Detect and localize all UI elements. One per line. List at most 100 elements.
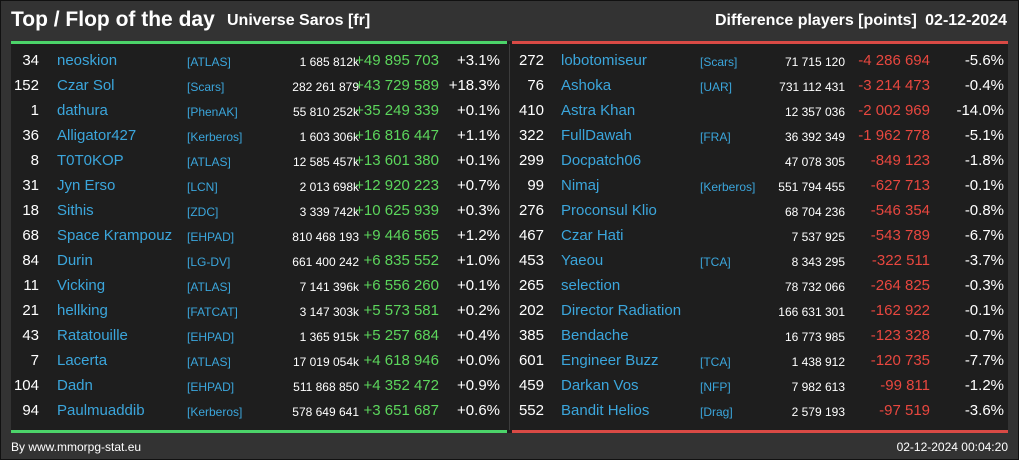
player-name-link[interactable]: dathura — [57, 102, 108, 119]
column-divider — [509, 44, 510, 430]
alliance-tag-link[interactable]: [TCA] — [700, 255, 731, 269]
alliance-tag-link[interactable]: [PhenAK] — [187, 105, 238, 119]
player-points: 2 579 193 — [791, 405, 845, 419]
player-name-link[interactable]: Lacerta — [57, 352, 108, 369]
flop-row: 76 Ashoka [UAR] 731 112 431 -3 214 473 -0.4% — [512, 73, 1009, 98]
player-name-link[interactable]: Bendache — [561, 327, 629, 344]
difference-label: Difference players [points] — [715, 12, 917, 29]
alliance-tag-link[interactable]: [FRA] — [700, 130, 731, 144]
top-row: 18 Sithis [ZDC] 3 339 742k +10 625 939 +0.3% — [11, 198, 508, 223]
player-points: 731 112 431 — [779, 80, 845, 94]
percent-change: -5.6% — [964, 52, 1004, 69]
alliance-tag-link[interactable]: [Kerberos] — [187, 405, 243, 419]
top-row: 1 dathura [PhenAK] 55 810 252k +35 249 339 +0… — [11, 98, 508, 123]
points-difference: -264 825 — [870, 277, 930, 294]
top-row: 8 T0T0KOP [ATLAS] 12 585 457k +13 601 380 +0.… — [11, 148, 508, 173]
player-name-link[interactable]: Alligator427 — [57, 127, 137, 144]
flop-list: 272 lobotomiseur [Scars] 71 715 120 -4 286 6… — [512, 48, 1009, 423]
alliance-tag-link[interactable]: [ATLAS] — [187, 280, 231, 294]
player-name-link[interactable]: Astra Khan — [561, 102, 636, 119]
player-rank: 385 — [518, 327, 544, 344]
player-name-link[interactable]: T0T0KOP — [57, 152, 124, 169]
player-name-link[interactable]: Sithis — [57, 202, 94, 219]
player-name-link[interactable]: Vicking — [57, 277, 106, 294]
player-points: 2 013 698k — [299, 180, 359, 194]
player-name-link[interactable]: Darkan Vos — [561, 377, 639, 394]
alliance-tag-link[interactable]: [LG-DV] — [187, 255, 231, 269]
player-name-link[interactable]: Director Radiation — [561, 302, 682, 319]
player-name-link[interactable]: Nimaj — [561, 177, 600, 194]
player-rank: 467 — [518, 227, 544, 244]
alliance-tag-link[interactable]: [EHPAD] — [187, 380, 235, 394]
top-row: 7 Lacerta [ATLAS] 17 019 054k +4 618 946 +0.0… — [11, 348, 508, 373]
alliance-tag-link[interactable]: [NFP] — [700, 380, 731, 394]
points-difference: -546 354 — [870, 202, 930, 219]
player-name-link[interactable]: Ratatouille — [57, 327, 128, 344]
alliance-tag-link[interactable]: [EHPAD] — [187, 330, 235, 344]
points-difference: -123 328 — [870, 327, 930, 344]
player-rank: 11 — [23, 277, 39, 294]
alliance-tag-link[interactable]: [FATCAT] — [187, 305, 238, 319]
footer: By www.mmorpg-stat.eu 02-12-2024 00:04:2… — [1, 437, 1018, 459]
player-name-link[interactable]: Ashoka — [561, 77, 612, 94]
player-name-link[interactable]: Yaeou — [561, 252, 604, 269]
points-difference: +10 625 939 — [355, 202, 439, 219]
player-name-link[interactable]: Docpatch06 — [561, 152, 642, 169]
alliance-tag-link[interactable]: [Kerberos] — [700, 180, 756, 194]
alliance-tag-link[interactable]: [ATLAS] — [187, 55, 231, 69]
top-row: 31 Jyn Erso [LCN] 2 013 698k +12 920 223 +0.7… — [11, 173, 508, 198]
player-points: 551 794 455 — [778, 180, 845, 194]
alliance-tag-link[interactable]: [EHPAD] — [187, 230, 235, 244]
flop-row: 459 Darkan Vos [NFP] 7 982 613 -99 811 -1.2% — [512, 373, 1009, 398]
percent-change: -6.7% — [964, 227, 1004, 244]
player-rank: 552 — [518, 402, 544, 419]
player-name-link[interactable]: hellking — [57, 302, 108, 319]
alliance-tag-link[interactable]: [Scars] — [187, 80, 225, 94]
alliance-tag-link[interactable]: [Drag] — [700, 405, 733, 419]
alliance-tag-link[interactable]: [LCN] — [187, 180, 218, 194]
alliance-tag-link[interactable]: [ATLAS] — [187, 155, 231, 169]
percent-change: -0.1% — [964, 177, 1004, 194]
player-name-link[interactable]: Space Krampouz — [57, 227, 173, 244]
player-name-link[interactable]: Durin — [57, 252, 93, 269]
alliance-tag-link[interactable]: [ZDC] — [187, 205, 219, 219]
flop-accent-bar-bottom — [512, 430, 1008, 433]
player-points: 12 357 036 — [784, 105, 845, 119]
percent-change: -3.7% — [964, 252, 1004, 269]
player-name-link[interactable]: Dadn — [57, 377, 93, 394]
player-name-link[interactable]: Paulmuaddib — [57, 402, 145, 419]
flop-row: 276 Proconsul Klio 68 704 236 -546 354 -0.8% — [512, 198, 1009, 223]
player-name-link[interactable]: Proconsul Klio — [561, 202, 657, 219]
alliance-tag-link[interactable]: [Scars] — [700, 55, 738, 69]
player-name-link[interactable]: neoskion — [57, 52, 118, 69]
player-name-link[interactable]: lobotomiseur — [561, 52, 647, 69]
percent-change: -1.8% — [964, 152, 1004, 169]
top-row: 84 Durin [LG-DV] 661 400 242 +6 835 552 +1.0% — [11, 248, 508, 273]
player-rank: 276 — [518, 202, 544, 219]
player-points: 578 649 641 — [292, 405, 359, 419]
player-points: 166 631 301 — [778, 305, 845, 319]
player-name-link[interactable]: Czar Hati — [561, 227, 624, 244]
points-difference: +43 729 589 — [355, 77, 439, 94]
alliance-tag-link[interactable]: [ATLAS] — [187, 355, 231, 369]
player-points: 68 704 236 — [784, 205, 845, 219]
top-row: 68 Space Krampouz [EHPAD] 810 468 193 +9 446… — [11, 223, 508, 248]
points-difference: +3 651 687 — [363, 402, 440, 419]
player-name-link[interactable]: Bandit Helios — [561, 402, 650, 419]
alliance-tag-link[interactable]: [TCA] — [700, 355, 731, 369]
player-name-link[interactable]: Czar Sol — [57, 77, 115, 94]
player-name-link[interactable]: Jyn Erso — [57, 177, 116, 194]
player-name-link[interactable]: Engineer Buzz — [561, 352, 659, 369]
player-rank: 43 — [22, 327, 39, 344]
player-name-link[interactable]: FullDawah — [561, 127, 632, 144]
percent-change: +1.0% — [457, 252, 500, 269]
alliance-tag-link[interactable]: [UAR] — [700, 80, 733, 94]
percent-change: -3.6% — [964, 402, 1004, 419]
alliance-tag-link[interactable]: [Kerberos] — [187, 130, 243, 144]
top-accent-bar-bottom — [11, 430, 507, 433]
player-name-link[interactable]: selection — [561, 277, 621, 294]
player-points: 12 585 457k — [292, 155, 359, 169]
flop-row: 322 FullDawah [FRA] 36 392 349 -1 962 778 -5.… — [512, 123, 1009, 148]
percent-change: +3.1% — [457, 52, 500, 69]
percent-change: -0.7% — [964, 327, 1004, 344]
